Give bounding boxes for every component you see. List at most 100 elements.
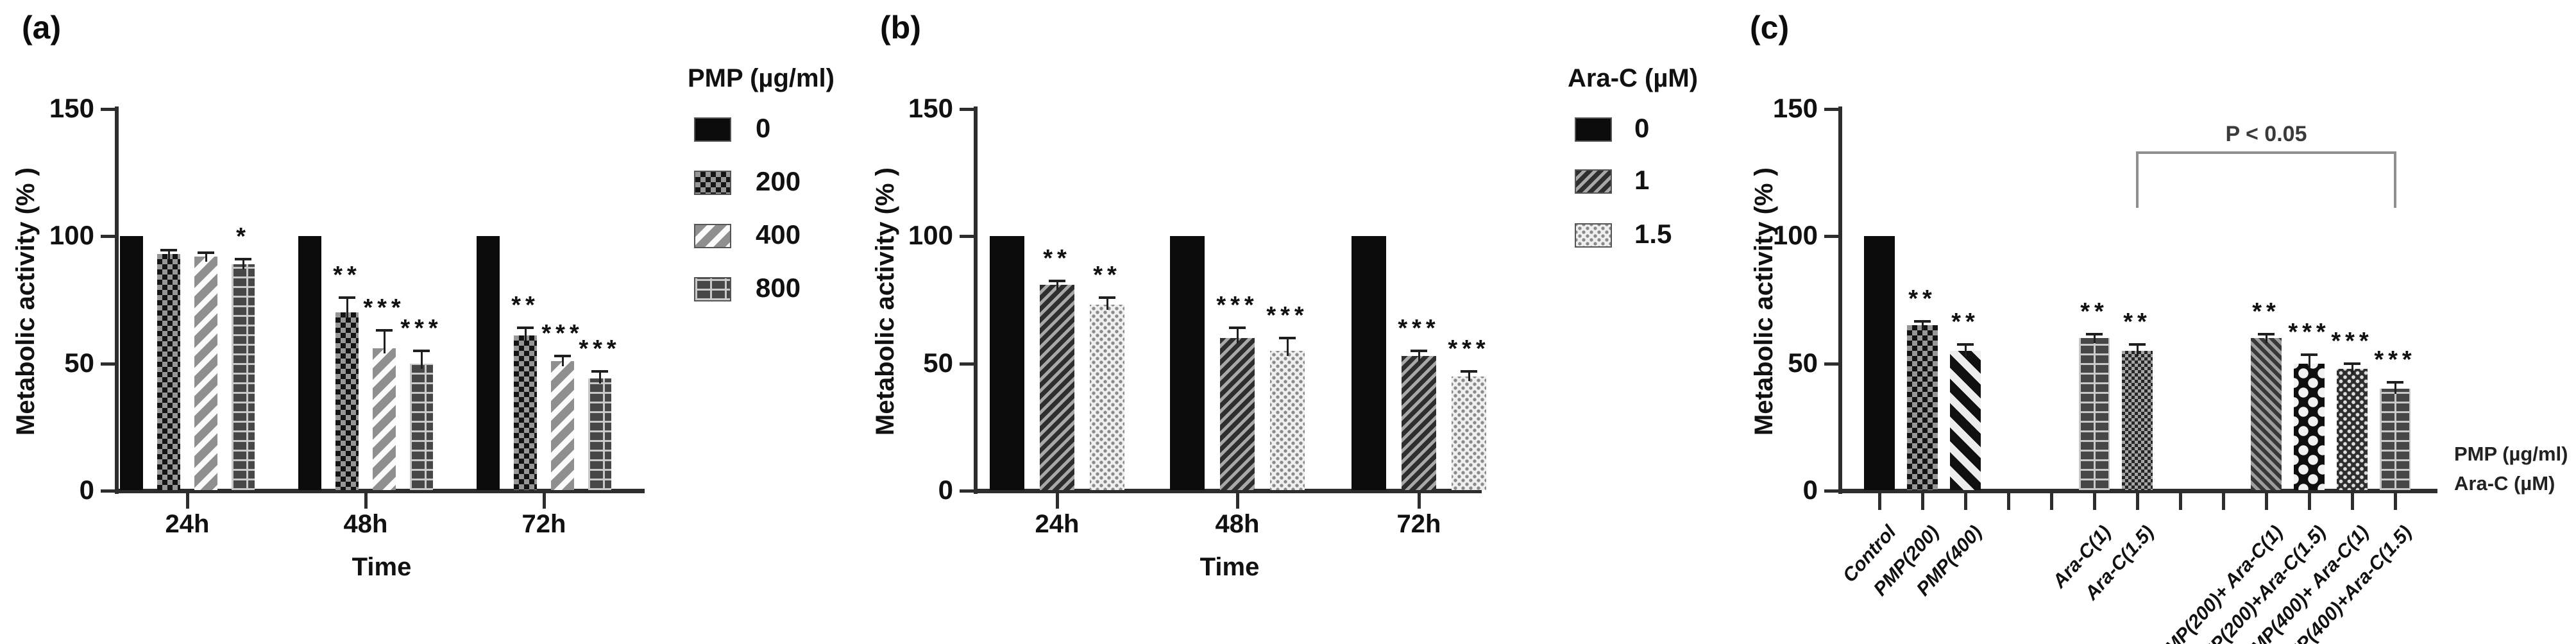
panel-c-y-axis-title: Metabolic activity (% ) [1750,167,1778,436]
panel-b-legend-title: Ara-C (µM) [1568,64,1699,92]
bar-a-72h-800 [588,378,611,490]
y-tick-label: 100 [1772,220,1818,251]
x-tick-mark [186,493,189,509]
y-tick-mark [1824,489,1840,493]
error-bar [2136,344,2139,356]
error-bar-cap [160,249,177,252]
legend-swatch-a-200 [694,171,731,195]
panel-a-legend-title: PMP (µg/ml) [688,64,835,92]
x-tick-mark [2093,493,2096,510]
x-tick-mark [1878,493,1881,510]
x-tick-mark [2179,493,2182,510]
error-bar [2394,382,2396,394]
x-tick-label: 72h [1396,510,1441,538]
x-tick-mark [2050,493,2053,510]
error-bar [346,297,348,318]
x-tick-mark [1056,493,1059,509]
bar-a-24h-200 [157,254,180,490]
error-bar-cap [1279,337,1296,339]
error-bar [420,350,423,369]
y-tick-mark [101,489,116,493]
error-bar [561,355,564,366]
error-bar-cap [376,329,393,332]
significance-stars: ** [1043,244,1071,272]
error-bar [167,250,170,260]
bar-c-Ara-C(1.5) [2122,350,2153,490]
x-tick-mark [543,493,546,509]
y-tick-label: 100 [49,220,94,251]
significance-stars: ** [333,261,361,289]
bracket-right-leg [2394,151,2396,208]
legend-label-a-200: 200 [756,166,801,196]
significance-stars: *** [363,294,405,322]
error-bar-cap [1099,296,1115,299]
bar-a-24h-400 [194,257,217,490]
x-tick-mark [1964,493,1967,510]
x-tick-mark [1236,493,1239,509]
panel-a-letter: (a) [22,10,62,46]
bar-a-24h-0 [120,236,143,490]
bar-a-72h-400 [551,360,574,490]
bar-b-72h-1.5 [1452,376,1486,490]
error-bar-cap [2387,381,2403,384]
legend-swatch-b-1.5 [1575,223,1612,248]
y-tick-label: 0 [1802,475,1818,505]
x-axis-line [974,489,1482,493]
error-bar [1286,338,1289,356]
error-bar-cap [1914,320,1931,323]
y-tick-label: 50 [64,347,94,378]
significance-stars: *** [2288,318,2330,346]
x-tick-mark [1921,493,1924,510]
bracket-left-leg [2136,151,2139,208]
panel-c-unit-label-arac: Ara-C (µM) [2454,472,2555,495]
significance-stars: *** [2374,346,2416,374]
error-bar [1468,371,1470,382]
error-bar [1921,321,1924,331]
bar-c-PMP(400) [1950,350,1981,490]
error-bar [2351,363,2353,374]
error-bar [2093,334,2096,343]
bar-b-48h-1 [1220,338,1255,490]
y-tick-mark [101,235,116,239]
error-bar [1964,344,1967,356]
error-bar [2265,334,2267,343]
legend-swatch-a-800 [694,277,731,301]
significance-stars: * [236,223,250,251]
x-tick-mark [2136,493,2139,510]
error-bar [1056,280,1058,290]
y-axis-line [115,106,119,494]
x-tick-mark [2308,493,2311,510]
x-tick-mark [2394,493,2397,510]
x-tick-mark [2222,493,2225,510]
legend-label-a-800: 800 [756,273,801,303]
legend-swatch-b-1 [1575,169,1612,194]
panel-a-y-axis-title: Metabolic activity (% ) [12,167,40,436]
legend-label-b-0: 0 [1634,113,1650,143]
y-axis-line [1838,106,1842,494]
bar-a-24h-800 [232,264,255,490]
legend-swatch-a-400 [694,224,731,248]
error-bar-cap [554,354,571,357]
y-tick-label: 0 [79,475,94,505]
y-tick-label: 150 [908,93,953,123]
error-bar-cap [198,251,214,255]
bar-a-48h-800 [410,363,433,490]
error-bar [383,330,386,353]
error-bar [1236,328,1239,343]
error-bar [2308,354,2310,369]
significance-stars: *** [1266,302,1309,329]
error-bar [242,259,244,269]
error-bar-cap [591,369,608,373]
significance-stars: *** [1216,292,1258,319]
bar-c-PMP(400)+Ara-C(1.5) [2380,389,2411,490]
error-bar-cap [1049,279,1065,282]
error-bar-cap [339,296,355,299]
y-tick-mark [960,108,975,111]
x-tick-label: 48h [1215,510,1260,538]
bar-c-Ara-C(1) [2079,338,2110,490]
x-tick-mark [364,493,368,509]
y-tick-label: 50 [923,347,953,378]
significance-stars: *** [2331,327,2373,355]
legend-swatch-b-0 [1575,117,1612,142]
